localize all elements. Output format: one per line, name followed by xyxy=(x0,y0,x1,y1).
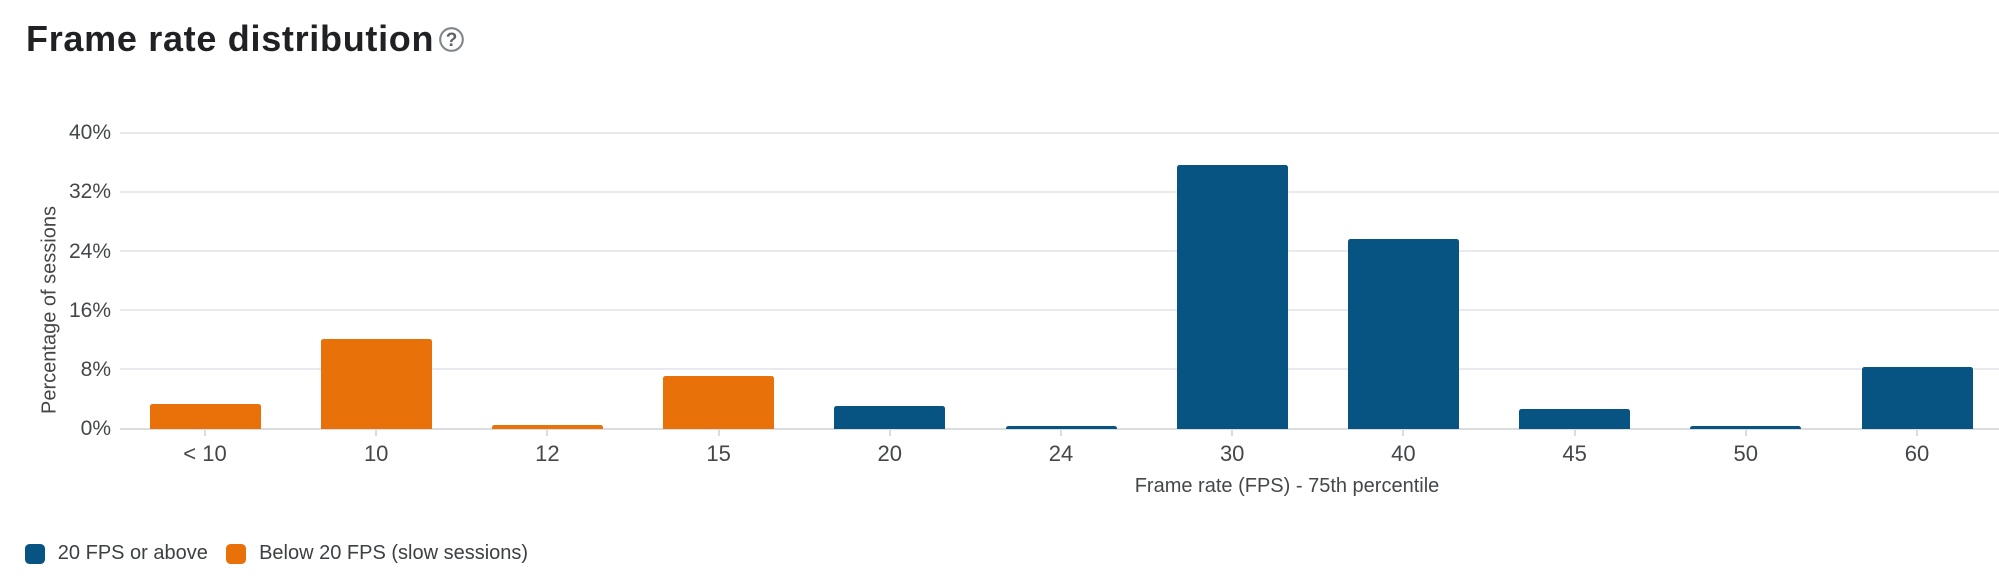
svg-text:?: ? xyxy=(446,30,458,51)
